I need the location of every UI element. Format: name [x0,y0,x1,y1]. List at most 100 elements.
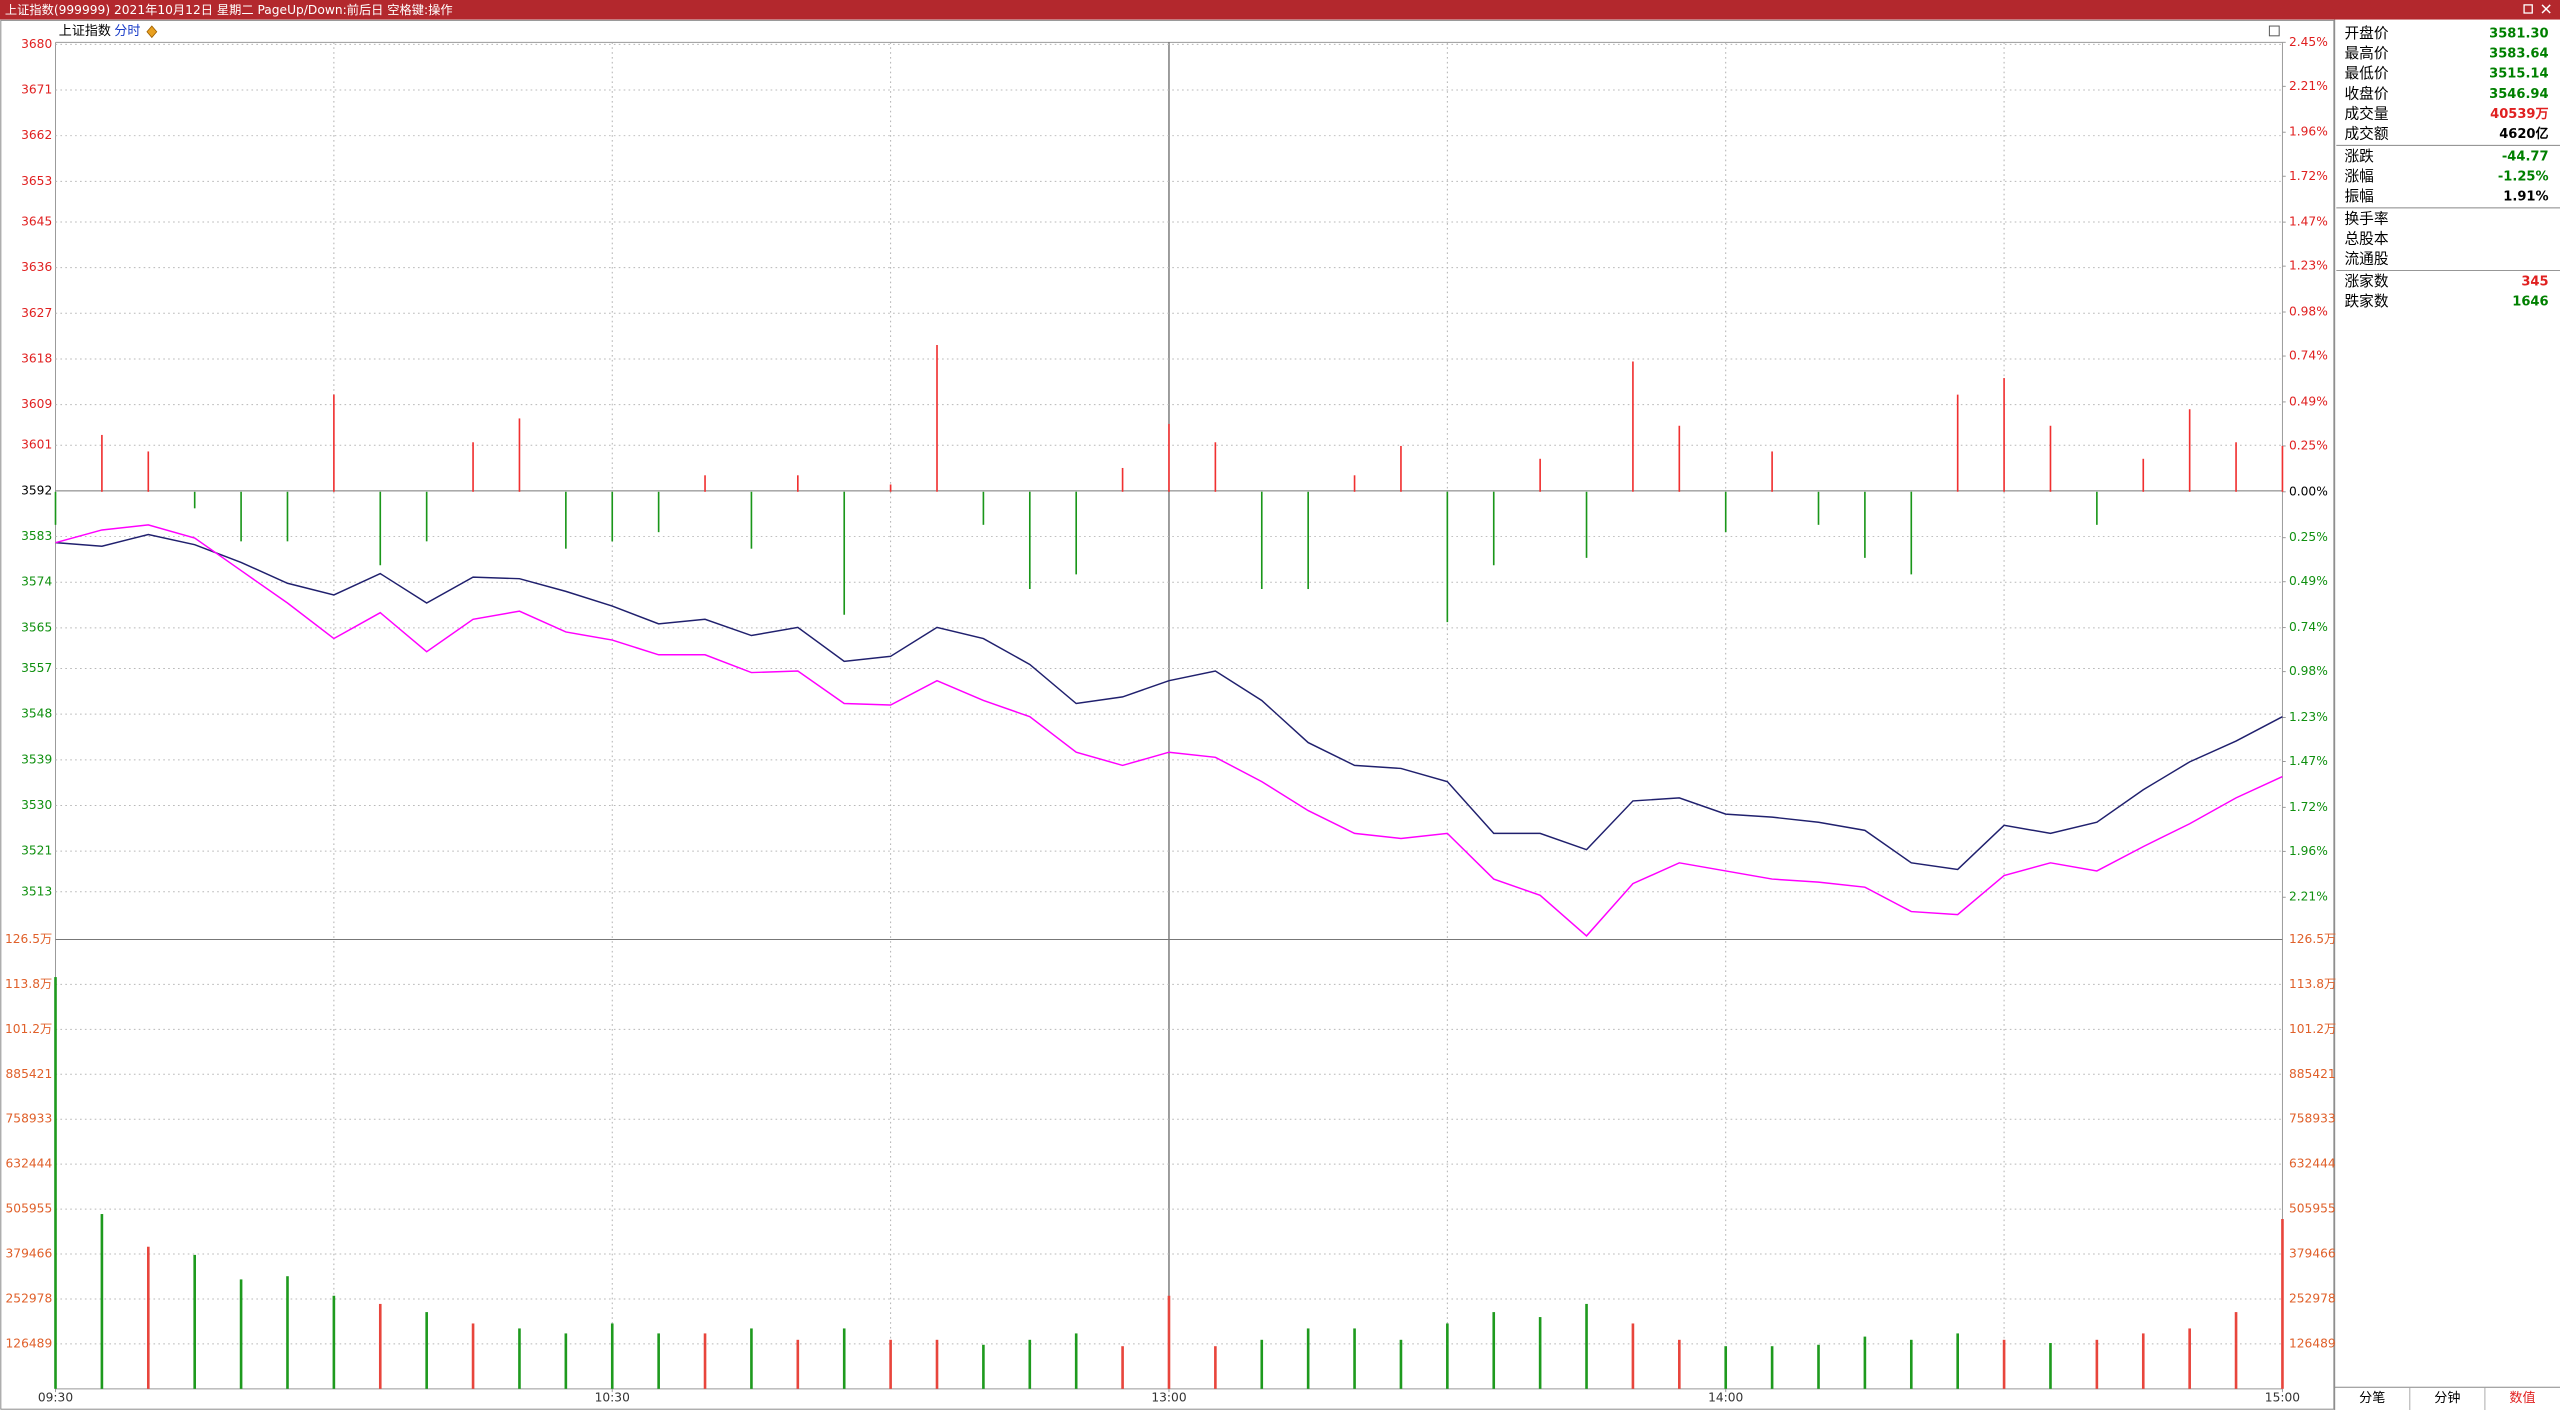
volume-bar [1028,1339,1032,1389]
y2-tick-label: 1.23% [2289,259,2328,273]
x-tick-label: 10:30 [595,1390,630,1404]
volume-bar [2188,1328,2191,1389]
volume-bar [286,1276,289,1389]
volume-tick-label-right: 632444 [2289,1157,2336,1171]
y-tick-label: 3548 [21,707,52,721]
y2-tick-label: 0.74% [2289,620,2328,634]
restore-button[interactable] [2523,4,2533,14]
y2-tick-label: 0.25% [2289,530,2328,544]
y-tick-label: 3636 [21,260,52,274]
volume-bar [2234,1312,2238,1389]
y-tick-label: 3513 [21,884,52,898]
info-label: 流通股 [2344,250,2388,267]
info-value: 3515.14 [2489,67,2548,82]
volume-bar [2002,1339,2006,1389]
y-tick-label: 3645 [21,214,52,228]
volume-bar [1446,1323,1449,1389]
y-tick-label: 3653 [21,174,52,188]
volume-bar [1817,1344,1820,1389]
price-line [55,533,2283,871]
info-label: 成交量 [2344,104,2388,122]
info-label: 跌家数 [2344,293,2388,310]
menu-icon[interactable] [146,25,158,39]
y-tick-label: 3539 [21,752,52,766]
volume-bar [1909,1339,1913,1389]
volume-bar [2141,1333,2145,1389]
info-value: -1.25% [2498,169,2549,184]
y2-tick-label: 2.21% [2289,79,2328,93]
volume-bar [2281,1219,2284,1389]
x-tick-label: 09:30 [38,1390,73,1404]
volume-bar [935,1339,939,1389]
price-line [55,524,2283,937]
volume-bar [1399,1339,1403,1389]
chart-frame [0,19,2335,1410]
info-value: 3583.64 [2489,47,2548,62]
volume-tick-label: 113.8万 [5,977,52,991]
info-value: -44.77 [2502,149,2549,164]
info-label: 振幅 [2344,188,2373,205]
info-label: 最高价 [2344,45,2388,62]
volume-bar [1353,1328,1356,1389]
y-tick-label: 3574 [21,575,52,589]
y-tick-label: 3627 [21,306,52,320]
info-label: 成交额 [2344,124,2388,142]
info-label: 涨幅 [2344,168,2373,185]
y2-tick-label: 1.96% [2289,125,2328,139]
y-tick-label: 3671 [21,83,52,97]
volume-bar [425,1312,428,1389]
y-tick-label: 3530 [21,798,52,812]
toggle-icon[interactable] [2268,25,2280,37]
volume-tick-label-right: 113.8万 [2289,977,2336,991]
y-tick-label: 3662 [21,128,52,142]
mode-tab[interactable]: 分时 [114,24,140,39]
volume-bar [1306,1328,1310,1389]
y2-tick-label: 0.25% [2289,438,2328,452]
info-value: 3581.30 [2489,27,2548,42]
volume-bar [1631,1323,1635,1389]
volume-bar [1770,1346,1774,1389]
volume-tick-label: 379466 [6,1247,53,1261]
volume-bar [1121,1346,1124,1389]
volume-tick-label: 885421 [6,1067,53,1081]
x-tick-label: 14:00 [1708,1390,1743,1404]
tab[interactable]: 数值 [2509,1390,2535,1406]
volume-bar [842,1328,846,1389]
volume-bar [146,1246,150,1389]
volume-bar [518,1328,521,1389]
volume-bar [1538,1317,1542,1389]
volume-tick-label: 101.2万 [5,1022,52,1036]
info-label: 换手率 [2344,210,2388,227]
volume-tick-label: 758933 [6,1112,53,1126]
volume-bar [1260,1339,1264,1389]
y2-tick-label: 1.47% [2289,215,2328,229]
volume-bar [982,1344,985,1389]
volume-tick-label-right: 126.5万 [2289,932,2336,946]
info-value: 40539万 [2490,107,2548,122]
y-tick-label: 3601 [21,438,52,452]
tab[interactable]: 分钟 [2434,1390,2460,1406]
volume-tick-label: 126.5万 [5,932,52,946]
x-tick-label: 15:00 [2265,1390,2300,1404]
volume-bar [796,1339,800,1389]
window-title: 上证指数(999999) 2021年10月12日 星期二 PageUp/Down… [5,2,453,17]
info-panel: 开盘价 3581.30 最高价 3583.64 最低价 3515.14 收盘价 3546.94… [2336,24,2560,310]
y-tick-label: 3618 [21,351,52,365]
close-button[interactable] [2541,4,2551,14]
volume-bar [1863,1336,1867,1389]
volume-tick-label-right: 758933 [2289,1112,2336,1126]
info-value: 1.91% [2503,189,2548,204]
volume-bar [1585,1303,1588,1389]
y-tick-label: 3583 [21,529,52,543]
volume-bar [471,1323,475,1389]
y-tick-label: 3521 [21,844,52,858]
y2-tick-label: 1.47% [2289,754,2328,768]
volume-tick-label: 632444 [6,1157,53,1171]
y-tick-label: 3565 [21,620,52,634]
volume-bar [564,1333,568,1389]
info-label: 收盘价 [2344,84,2388,102]
volume-bar [193,1254,196,1389]
tab[interactable]: 分笔 [2359,1390,2385,1406]
